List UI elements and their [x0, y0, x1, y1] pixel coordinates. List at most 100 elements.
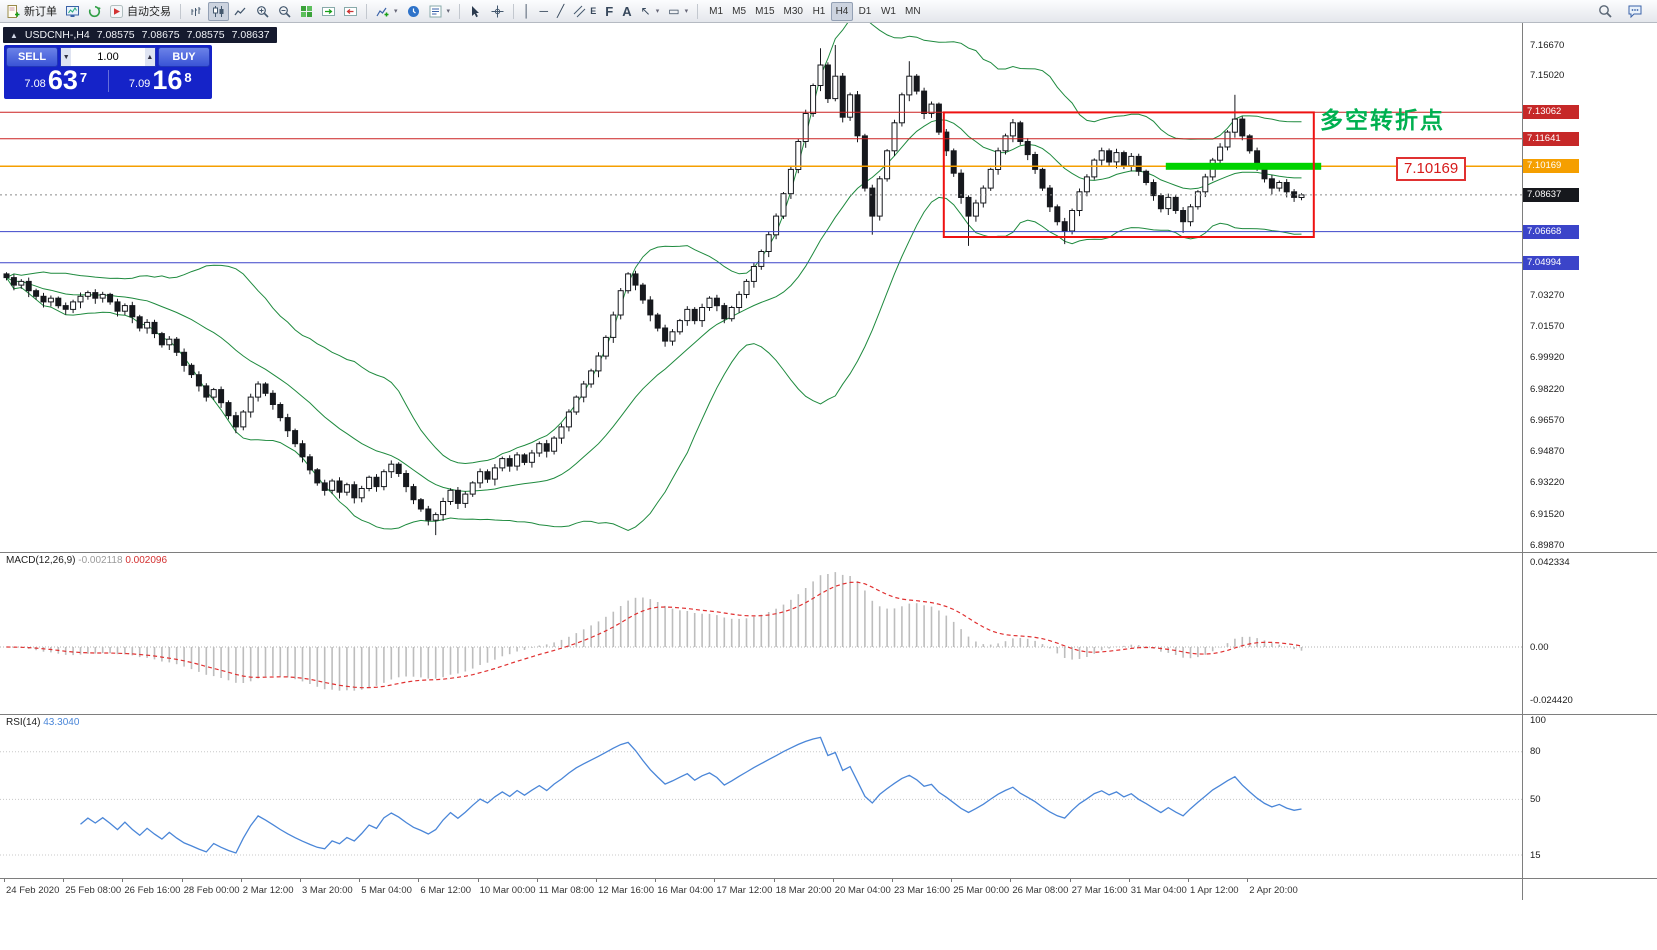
indicators-button[interactable]: ▾ — [372, 2, 402, 21]
bar-chart-icon — [190, 5, 203, 18]
chart-shift-button[interactable] — [340, 2, 361, 21]
date-axis-label: 3 Mar 20:00 — [302, 885, 353, 896]
crosshair-icon — [491, 5, 504, 18]
date-axis-label: 17 Mar 12:00 — [716, 885, 773, 896]
new-order-icon — [7, 4, 20, 18]
auto-scroll-button[interactable] — [318, 2, 339, 21]
price-scale-label: 6.93220 — [1530, 477, 1565, 488]
equidistant-channel-button[interactable]: E — [569, 2, 600, 21]
price-scale-label: 6.89870 — [1530, 539, 1565, 551]
date-axis-label: 24 Feb 2020 — [6, 885, 60, 896]
timeframe-m30-button[interactable]: M30 — [780, 2, 807, 21]
date-axis-label: 25 Mar 00:00 — [953, 885, 1010, 896]
new-order-button[interactable]: 新订单 — [3, 2, 61, 21]
text-tool-button[interactable]: A — [618, 2, 635, 21]
profiles-icon — [88, 5, 101, 18]
rsi-pane[interactable]: RSI(14) 43.3040 — [0, 714, 1522, 878]
date-axis[interactable]: 24 Feb 2020 25 Feb 08:00 26 Feb 16:00 28 Fe… — [0, 878, 1522, 900]
dropdown-caret-icon: ▾ — [655, 8, 660, 15]
search-button[interactable] — [1594, 2, 1616, 21]
new-chart-button[interactable] — [62, 2, 83, 21]
new-chart-icon — [66, 5, 79, 18]
timeframe-m5-button[interactable]: M5 — [728, 2, 750, 21]
dropdown-caret-icon: ▾ — [684, 8, 689, 15]
ohlc-close: 7.08637 — [231, 29, 270, 41]
indicators-icon — [376, 5, 389, 18]
price-scale-label: 7.01570 — [1530, 321, 1565, 333]
bar-chart-button[interactable] — [186, 2, 207, 21]
buy-price-big: 16 — [152, 65, 183, 95]
date-axis-label: 18 Mar 20:00 — [775, 885, 832, 896]
autotrading-button[interactable]: 自动交易 — [106, 2, 175, 21]
price-tag: 7.11641 — [1523, 131, 1579, 146]
timeframe-m1-button[interactable]: M1 — [705, 2, 727, 21]
price-scale-label: 6.94870 — [1530, 446, 1565, 458]
sell-button[interactable]: SELL — [6, 47, 58, 67]
sell-price-small: 7.08 — [24, 77, 46, 90]
timeframe-w1-button[interactable]: W1 — [877, 2, 900, 21]
price-scale[interactable]: 7.16670 7.15020 7.03270 7.01570 6.99920 6.982… — [1522, 23, 1657, 900]
date-tick — [418, 878, 420, 882]
rsi-scale-label: 80 — [1530, 746, 1541, 758]
candlestick-chart[interactable] — [0, 23, 1522, 552]
ohlc-open: 7.08575 — [96, 29, 135, 41]
date-tick — [477, 878, 479, 882]
date-axis-label: 31 Mar 04:00 — [1130, 885, 1187, 896]
fibonacci-button[interactable]: F — [601, 2, 617, 21]
rsi-name: RSI(14) — [6, 717, 41, 728]
date-tick — [1128, 878, 1130, 882]
rsi-chart[interactable] — [0, 714, 1522, 878]
data-window-button[interactable] — [403, 2, 424, 21]
horizontal-line-button[interactable]: ─ — [536, 2, 553, 21]
date-tick — [596, 878, 597, 882]
timeframe-h1-button[interactable]: H1 — [808, 2, 830, 21]
price-tag: 7.04994 — [1523, 255, 1579, 270]
candlestick-chart-button[interactable] — [208, 1, 229, 21]
horizontal-line-icon: ─ — [539, 4, 549, 18]
line-chart-button[interactable] — [230, 2, 251, 21]
vertical-line-button[interactable]: │ — [519, 2, 535, 21]
macd-pane[interactable]: MACD(12,26,9) -0.002118 0.002096 — [0, 552, 1522, 714]
date-tick — [181, 878, 183, 882]
volume-decrease-button[interactable]: ▼ — [61, 48, 72, 66]
macd-scale-label: -0.024420 — [1530, 694, 1573, 706]
date-axis-label: 16 Mar 04:00 — [657, 885, 714, 896]
tile-windows-button[interactable] — [296, 2, 317, 21]
toolbar-separator — [366, 3, 367, 19]
price-chart-pane[interactable]: ▲ USDCNH-,H4 7.08575 7.08675 7.08575 7.0… — [0, 23, 1522, 552]
dropdown-caret-icon: ▾ — [394, 8, 398, 15]
cursor-icon — [469, 5, 482, 18]
timeframe-h4-button[interactable]: H4 — [830, 1, 853, 21]
pane-separator[interactable] — [0, 714, 1657, 715]
zoom-in-button[interactable] — [252, 2, 273, 21]
macd-chart[interactable] — [0, 552, 1522, 714]
buy-price[interactable]: 7.09 16 8 — [113, 65, 209, 95]
date-axis-label: 26 Mar 08:00 — [1012, 885, 1069, 896]
crosshair-tool-button[interactable] — [487, 2, 508, 21]
buy-button[interactable]: BUY — [158, 47, 210, 67]
price-scale-label: 6.99920 — [1530, 352, 1565, 363]
sell-price[interactable]: 7.08 63 7 — [8, 67, 104, 94]
cursor-tool-button[interactable] — [465, 2, 486, 21]
volume-input[interactable] — [71, 48, 145, 66]
shapes-tool-button[interactable]: ▭ ▾ — [664, 2, 692, 21]
timeframe-m15-button[interactable]: M15 — [751, 2, 778, 21]
chat-button[interactable] — [1624, 2, 1646, 21]
timeframe-mn-button[interactable]: MN — [901, 2, 925, 21]
autotrading-label: 自动交易 — [127, 6, 171, 18]
buy-price-small: 7.09 — [128, 77, 151, 90]
timeframe-d1-button[interactable]: D1 — [854, 2, 876, 21]
profiles-button[interactable] — [84, 2, 105, 21]
symbol-period-label: USDCNH-,H4 — [24, 29, 90, 41]
arrow-tools-button[interactable]: ↖ ▾ — [637, 2, 664, 21]
pane-separator[interactable] — [0, 552, 1657, 553]
collapse-triangle-icon[interactable]: ▲ — [10, 30, 18, 40]
templates-button[interactable]: ▾ — [425, 2, 455, 21]
date-tick — [1010, 878, 1012, 882]
rsi-value: 43.3040 — [43, 717, 80, 728]
zoom-out-button[interactable] — [274, 2, 295, 21]
volume-increase-button[interactable]: ▲ — [144, 48, 155, 66]
price-annotation-label[interactable]: 7.10169 — [1396, 157, 1467, 181]
rsi-scale-label: 50 — [1530, 793, 1541, 805]
trendline-button[interactable]: ╱ — [553, 2, 568, 21]
